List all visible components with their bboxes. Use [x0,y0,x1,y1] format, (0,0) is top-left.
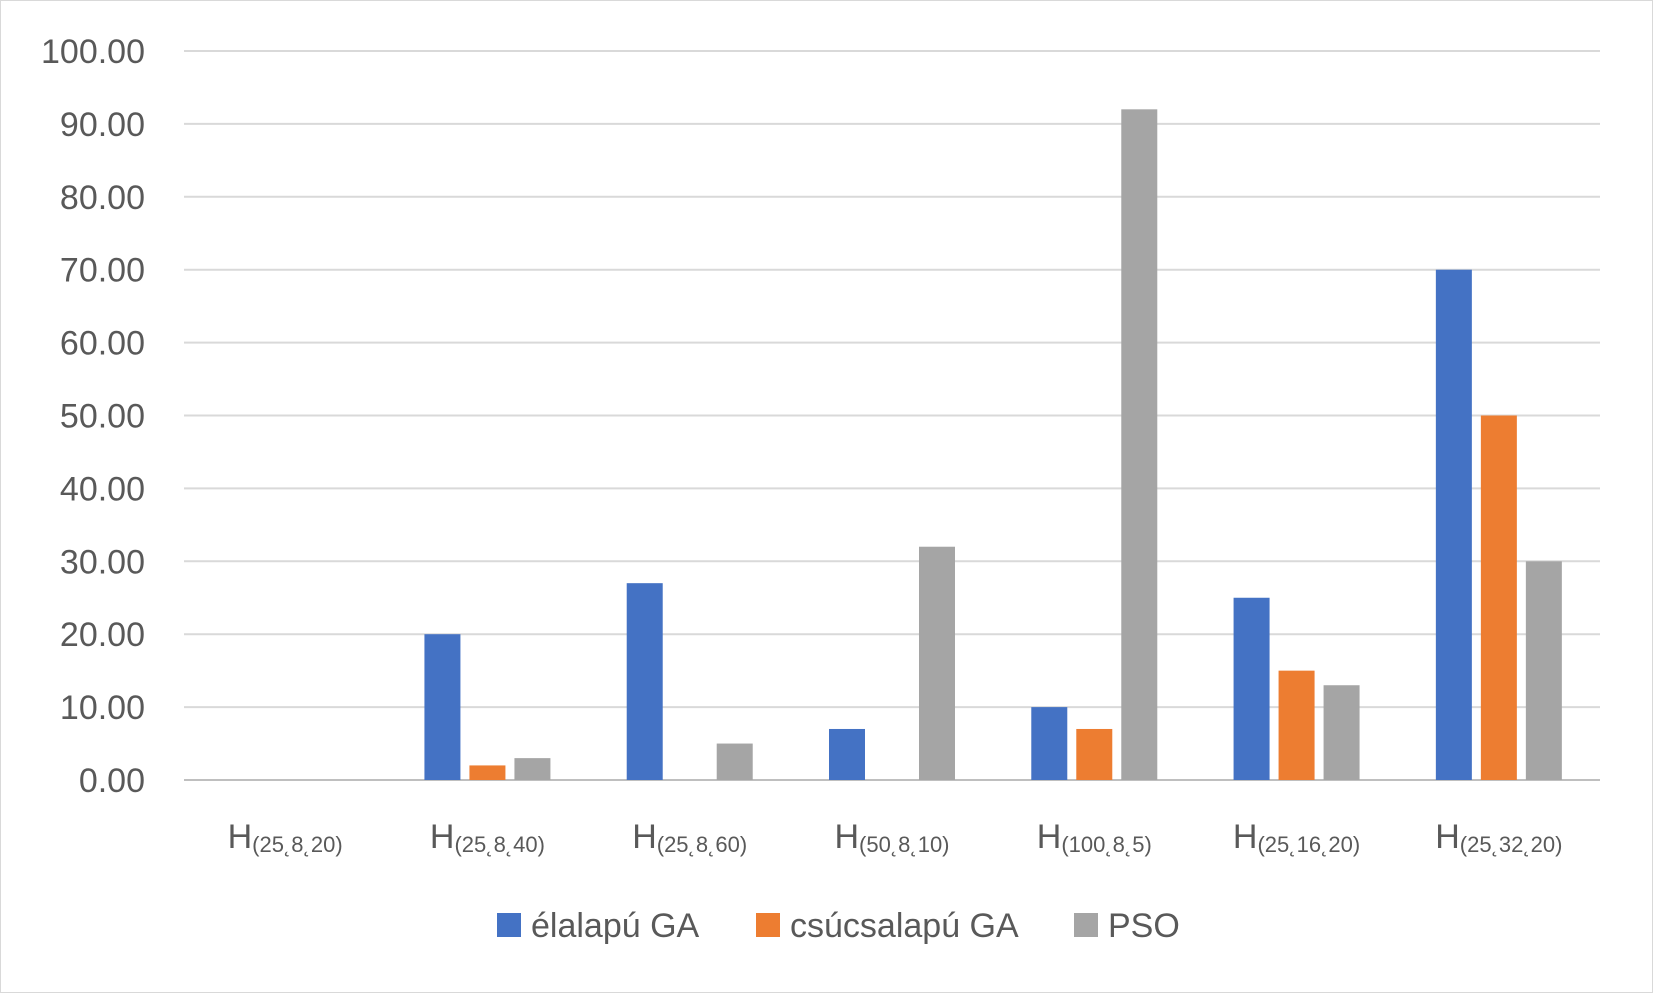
legend-swatch [756,913,780,937]
x-tick-label: H(50˛8˛10) [834,818,949,857]
x-tick-label-main: H [430,818,455,856]
x-tick-label: H(25˛8˛40) [430,818,545,857]
y-tick-label: 20.00 [60,616,145,654]
bar [1525,561,1562,780]
bar [514,758,551,780]
x-tick-label-main: H [834,818,859,856]
bar [424,634,461,780]
x-tick-label-main: H [1037,818,1062,856]
y-tick-label: 80.00 [60,179,145,217]
y-tick-label: 100.00 [41,33,145,71]
x-tick-label-subscript: (100˛8˛5) [1061,832,1151,857]
legend-label: élalapú GA [531,907,700,945]
y-tick-label: 40.00 [60,470,145,508]
gridlines [184,50,1600,781]
x-tick-label: H(25˛8˛20) [228,818,343,857]
y-tick-label: 30.00 [60,543,145,581]
bar [1278,670,1315,780]
legend-swatch [1074,913,1098,937]
bar [716,743,753,780]
bar [1076,728,1113,780]
y-tick-label: 50.00 [60,398,145,436]
y-tick-label: 10.00 [60,689,145,727]
bar [1031,707,1068,780]
bar [1435,269,1472,780]
y-axis-tick-labels: 0.00 10.00 20.00 30.00 40.00 50.00 60.00 70.00 8… [41,33,145,800]
bar [626,583,663,780]
bar [1233,597,1270,780]
x-tick-label: H(25˛32˛20) [1435,818,1562,857]
bar [1480,415,1517,780]
x-tick-label-main: H [1233,818,1258,856]
x-tick-label-subscript: (25˛32˛20) [1460,832,1563,857]
x-tick-label-subscript: (25˛8˛40) [454,832,544,857]
x-tick-label-subscript: (25˛16˛20) [1257,832,1360,857]
x-axis-tick-labels: H(25˛8˛20) H(25˛8˛40) H(25˛8˛60) H(50˛8˛10)… [228,818,1563,857]
x-tick-label-main: H [1435,818,1460,856]
bars [424,109,1562,780]
y-tick-label: 60.00 [60,325,145,363]
x-tick-label-main: H [228,818,253,856]
bar [1323,685,1360,780]
y-tick-label: 0.00 [79,762,145,800]
x-tick-label-main: H [632,818,657,856]
y-tick-label: 70.00 [60,252,145,290]
x-tick-label-subscript: (25˛8˛60) [657,832,747,857]
legend-label: csúcsalapú GA [790,907,1019,945]
x-tick-label-subscript: (50˛8˛10) [859,832,949,857]
legend: élalapú GA csúcsalapú GA PSO [497,907,1180,945]
x-tick-label: H(25˛16˛20) [1233,818,1360,857]
bar [829,728,865,780]
x-tick-label: H(100˛8˛5) [1037,818,1152,857]
bar [919,546,955,780]
bar [469,765,506,780]
bar [1121,109,1158,780]
legend-swatch [497,913,521,937]
y-tick-label: 90.00 [60,106,145,144]
legend-label: PSO [1108,907,1180,945]
x-tick-label-subscript: (25˛8˛20) [252,832,342,857]
x-tick-label: H(25˛8˛60) [632,818,747,857]
